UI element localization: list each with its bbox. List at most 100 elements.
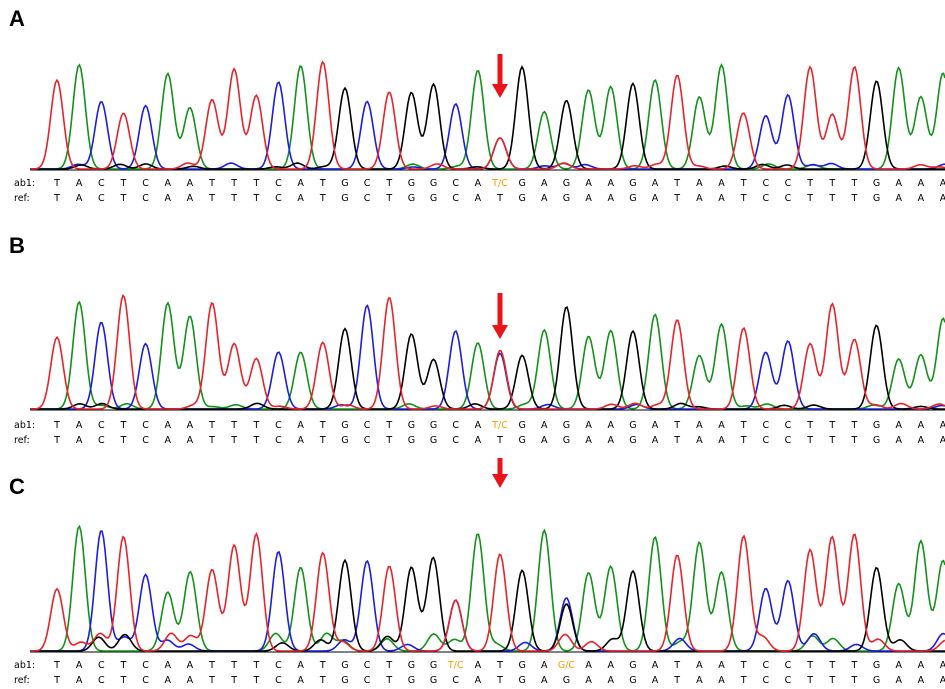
ab1-base: A — [585, 420, 592, 431]
ab1-base: C — [363, 660, 371, 671]
ref-base: T — [319, 675, 326, 686]
ref-base: A — [651, 435, 659, 446]
ref-base: A — [651, 193, 659, 204]
ab1-base: A — [651, 660, 659, 671]
ref-base: C — [142, 675, 149, 686]
ref-base: G — [341, 193, 349, 204]
panel-b: B ab1: T A C T C A A T T T C A T G C T G G C A T/C G A G A A G A T A A… — [0, 228, 945, 446]
ab1-base: T — [851, 660, 858, 671]
ab1-base: A — [474, 420, 482, 431]
ref-base: G — [562, 193, 571, 204]
ref-base: A — [895, 675, 902, 686]
ref-base: T — [674, 193, 681, 204]
ab1-base: A — [585, 178, 592, 189]
ref-base: A — [696, 675, 703, 686]
ref-base: A — [297, 435, 304, 446]
ab1-base: A — [651, 420, 659, 431]
ref-base: A — [718, 435, 725, 446]
mutation-arrow-icon — [492, 54, 508, 98]
ref-base: T — [851, 193, 858, 204]
ab1-base: C — [275, 420, 282, 431]
ref-base: T — [829, 193, 836, 204]
ab1-base: A — [541, 178, 548, 189]
trace-channel-g — [30, 65, 945, 170]
ab1-base: A — [939, 660, 945, 671]
ref-row-label: ref: — [14, 435, 30, 446]
ref-base: T — [231, 435, 238, 446]
trace-channel-t — [30, 293, 945, 410]
ref-base: G — [518, 193, 526, 204]
ab1-base: A — [164, 660, 172, 671]
ref-base: A — [474, 435, 482, 446]
ab1-base: T — [807, 178, 813, 189]
ab1-base: A — [186, 420, 194, 431]
ab1-base: G — [429, 178, 438, 189]
ref-base: T — [253, 193, 260, 204]
ab1-base: A — [541, 420, 548, 431]
ref-base: T — [497, 193, 503, 204]
ab1-base: A — [186, 660, 194, 671]
ab1-base: A — [718, 178, 725, 189]
trace-channel-a — [30, 524, 945, 652]
ref-base: T — [674, 435, 681, 446]
ab1-base: T — [209, 420, 215, 431]
ab1-base: T — [120, 660, 127, 671]
ref-base: T — [120, 435, 127, 446]
mutation-arrow-icon — [492, 293, 508, 339]
ab1-sequence-row: ab1: T A C T C A A T T T C A T G C T G G T/C A T G A G/C A A G A T A A… — [0, 659, 945, 672]
ab1-base: G — [629, 178, 637, 189]
ab1-base: C — [363, 420, 371, 431]
ref-base: C — [97, 193, 105, 204]
ab1-base: G — [407, 420, 416, 431]
ref-base: A — [541, 193, 548, 204]
ref-base: T — [851, 675, 858, 686]
ref-sequence-row: ref: T A C T C A A T T T C A T G C T G G C A T G A G A A G A T A A T C C T… — [0, 674, 945, 687]
ref-base: A — [186, 193, 194, 204]
ref-base: A — [939, 435, 945, 446]
ab1-base: G — [629, 420, 637, 431]
ab1-base: T — [740, 178, 747, 189]
ref-base: C — [784, 193, 792, 204]
ref-base: A — [585, 193, 592, 204]
ref-base: C — [97, 675, 105, 686]
ref-base: T — [209, 435, 215, 446]
trace-channel-g — [30, 556, 945, 652]
ref-base: T — [740, 435, 747, 446]
ref-base: T — [209, 675, 215, 686]
ab1-base: T — [386, 660, 393, 671]
ab1-base: T — [674, 178, 681, 189]
trace-channel-c — [30, 81, 945, 170]
ab1-base: A — [939, 420, 945, 431]
ref-base: A — [585, 675, 592, 686]
chromatogram-trace — [30, 293, 945, 411]
ref-base: A — [164, 435, 172, 446]
ref-base: G — [429, 675, 438, 686]
ref-base: G — [872, 435, 881, 446]
ab1-base: A — [939, 178, 945, 189]
ref-base: T — [120, 193, 127, 204]
ab1-base: A — [75, 660, 83, 671]
ab1-base: C — [762, 420, 770, 431]
ab1-base: A — [297, 420, 304, 431]
ab1-base: T — [253, 420, 260, 431]
ab1-base: G — [407, 178, 416, 189]
ref-base: T — [209, 193, 215, 204]
ref-base: C — [142, 193, 149, 204]
ref-base: A — [917, 435, 925, 446]
ab1-sequence-row: ab1: T A C T C A A T T T C A T G C T G G C A T/C G A G A A G A T A A T C… — [0, 419, 945, 432]
ref-base: G — [562, 435, 571, 446]
ref-base: T — [807, 435, 813, 446]
ref-base: T — [386, 675, 393, 686]
ref-base: G — [407, 435, 416, 446]
ref-base: C — [762, 675, 770, 686]
trace-channel-a — [30, 63, 945, 170]
ab1-base: C — [762, 178, 770, 189]
ab1-base: T — [253, 660, 260, 671]
ab1-base: A — [75, 178, 83, 189]
ref-base: G — [518, 435, 526, 446]
ab1-base: T/C — [492, 420, 508, 431]
ref-sequence-row: ref: T A C T C A A T T T C A T G C T G G C A T G A G A A G A T A A T C C T… — [0, 192, 945, 205]
ref-base: C — [275, 675, 282, 686]
ab1-row-label: ab1: — [14, 420, 36, 431]
ref-base: T — [54, 435, 60, 446]
